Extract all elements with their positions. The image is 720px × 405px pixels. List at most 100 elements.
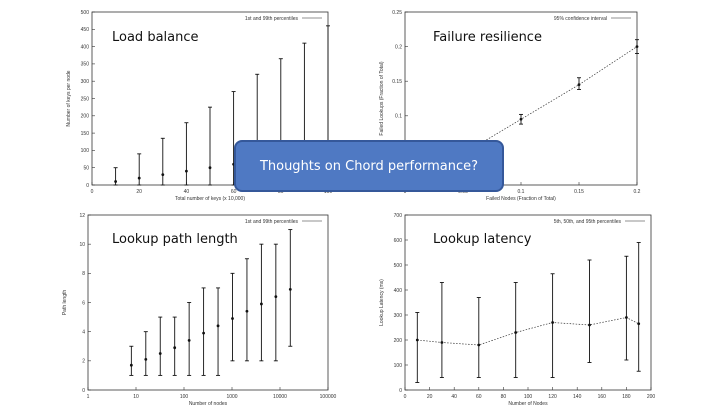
y-tick-label: 200 [81,114,90,120]
x-tick-label: 40 [451,394,457,400]
y-tick-label: 500 [81,10,90,16]
y-tick-label: 0.25 [392,10,402,16]
y-tick-label: 10 [79,242,85,248]
x-tick-label: 0.1 [518,189,525,195]
legend-label: 5th, 50th, and 95th percentiles [554,219,622,225]
x-tick-label: 40 [184,189,190,195]
x-axis-label: Total number of keys (x 10,000) [175,196,245,202]
data-point [173,346,177,350]
data-point [588,323,591,327]
x-axis-label: Number of nodes [189,401,228,405]
x-tick-label: 0.05 [458,189,468,195]
y-tick-label: 100 [394,363,403,369]
y-tick-label: 350 [81,62,90,68]
x-tick-label: 0.2 [634,189,641,195]
x-tick-label: 10000 [273,394,287,400]
lookup-path-panel: 1 10 100 1000 10000 100000 0 2 4 6 8 10 12 Number of … [50,205,340,405]
y-tick-label: 0.2 [395,44,402,50]
data-point [577,83,581,87]
x-tick-label: 0 [404,189,407,195]
data-point [288,287,292,291]
data-point [259,302,263,306]
x-tick-label: 0.15 [574,189,584,195]
y-tick-label: 400 [394,288,403,294]
y-axis-label: Number of keys per node [66,70,72,126]
data-point [274,295,278,299]
data-point [216,324,220,328]
y-tick-label: 500 [394,263,403,269]
data-point [415,338,419,342]
x-tick-label: 120 [548,394,557,400]
series-line [417,317,639,346]
x-tick-label: 20 [136,189,142,195]
x-tick-label: 80 [501,394,507,400]
x-tick-label: 10 [133,394,139,400]
callout-text: Thoughts on Chord performance? [259,158,479,174]
y-tick-label: 100 [81,148,90,154]
y-tick-label: 300 [394,313,403,319]
data-point [514,331,518,334]
y-tick-label: 450 [81,27,90,33]
data-point [158,352,162,355]
y-tick-label: 12 [79,213,85,219]
x-tick-label: 160 [598,394,607,400]
data-point [137,176,141,180]
data-point [637,322,641,326]
y-tick-label: 50 [83,166,89,172]
y-tick-label: 700 [394,213,403,219]
data-point [519,117,523,121]
x-axis-label: Failed Nodes (Fraction of Total) [486,196,556,202]
y-tick-label: 6 [82,300,85,306]
title-load-balance: Load balance [110,30,201,45]
discussion-callout[interactable]: Thoughts on Chord performance? [234,140,504,192]
y-tick-label: 200 [394,338,403,344]
y-tick-label: 300 [81,79,90,85]
x-tick-label: 200 [647,394,656,400]
data-point [635,45,639,48]
title-failure-resilience: Failure resilience [431,30,544,45]
data-point [129,363,133,367]
y-tick-label: 0.15 [392,79,402,85]
data-point [231,317,234,320]
data-point [144,357,148,361]
data-point [161,173,165,177]
x-axis-label: Number of Nodes [508,401,548,405]
x-tick-label: 1 [87,394,90,400]
y-axis-label: Failed Lookups (Fraction of Total) [379,61,385,135]
data-point [114,180,117,183]
y-tick-label: 0 [399,388,402,394]
y-tick-label: 0 [86,183,89,189]
lookup-latency-chart: 0 20 40 60 80 100 120 140 160 180 200 0 100 200 300 400… [379,213,656,405]
y-axis-label: Lookup Latency (ms) [379,279,385,326]
y-tick-label: 250 [81,96,90,102]
x-tick-label: 180 [622,394,631,400]
x-tick-label: 1000 [226,394,237,400]
data-point [440,341,444,344]
title-lookup-path-length: Lookup path length [110,232,240,247]
y-tick-label: 8 [82,271,85,277]
data-point [185,169,188,173]
data-point [477,343,481,347]
x-tick-label: 0 [404,394,407,400]
y-tick-label: 4 [82,329,85,335]
data-point [245,309,249,313]
x-tick-label: 100000 [320,394,337,400]
x-tick-label: 60 [476,394,482,400]
legend-label: 95% confidence interval [554,16,607,22]
data-point [187,339,191,342]
x-tick-label: 80 [278,189,284,195]
legend-label: 1st and 99th percentiles [245,16,299,22]
x-tick-label: 140 [573,394,582,400]
x-tick-label: 100 [324,189,333,195]
x-tick-label: 100 [524,394,533,400]
title-lookup-latency: Lookup latency [431,232,534,247]
y-tick-label: 150 [81,131,90,137]
data-point [551,321,554,324]
x-tick-label: 60 [231,189,237,195]
y-tick-label: 0.1 [395,114,402,120]
x-tick-label: 0 [91,189,94,195]
x-tick-label: 100 [180,394,189,400]
y-tick-label: 400 [81,44,90,50]
x-tick-label: 20 [427,394,433,400]
lookup-path-chart: 1 10 100 1000 10000 100000 0 2 4 6 8 10 12 Number of … [62,213,337,405]
